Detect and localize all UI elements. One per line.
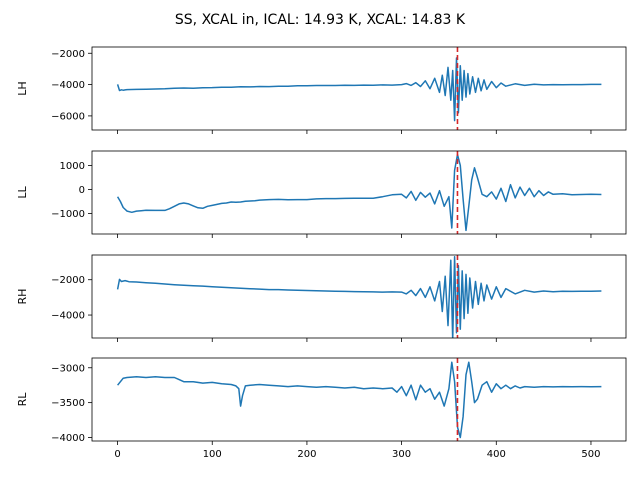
x-tick-label: 100: [203, 449, 222, 460]
chart-title: SS, XCAL in, ICAL: 14.93 K, XCAL: 14.83 …: [175, 12, 466, 28]
y-tick-label: −1000: [51, 209, 85, 220]
panel-lh: −6000 −4000 −2000 LH: [16, 46, 627, 134]
panel-rh: −4000 −2000 RH: [16, 254, 627, 342]
y-tick-label: 0: [79, 185, 85, 196]
axes-frame: [91, 150, 627, 235]
y-tick-label: −3500: [51, 398, 85, 409]
y-tick-label: −6000: [51, 111, 85, 122]
y-tick-label: −4000: [51, 80, 85, 91]
series-line-ll: [116, 153, 602, 232]
panel-ll: −1000 0 1000 LL: [16, 150, 627, 238]
axes-frame: [91, 254, 627, 339]
y-tick-label: −2000: [51, 49, 85, 60]
y-axis-label: RL: [16, 392, 29, 407]
y-tick-label: −4000: [51, 433, 85, 444]
x-tick-label: 400: [487, 449, 506, 460]
y-tick-label: −3000: [51, 363, 85, 374]
series-line-rh: [116, 256, 602, 338]
chart-panels: −6000−4000−2000LH−100001000LL−4000−2000R…: [16, 46, 627, 460]
axes-frame: [91, 357, 627, 442]
y-tick-label: −4000: [51, 311, 85, 322]
y-axis-label: LL: [16, 186, 29, 199]
series-line-rl: [117, 361, 602, 439]
y-tick-label: −2000: [51, 275, 85, 286]
x-tick-label: 200: [297, 449, 316, 460]
x-tick-label: 0: [114, 449, 120, 460]
y-tick-label: 1000: [60, 161, 85, 172]
panel-rl: −4000 −3500 −3000 0 100 200 300 400 500 RL: [16, 357, 627, 460]
x-tick-label: 300: [392, 449, 411, 460]
y-axis-label: LH: [16, 81, 29, 95]
y-axis-label: RH: [16, 289, 29, 305]
series-line-lh: [116, 57, 602, 122]
x-tick-label: 500: [581, 449, 600, 460]
axes-frame: [91, 46, 627, 131]
